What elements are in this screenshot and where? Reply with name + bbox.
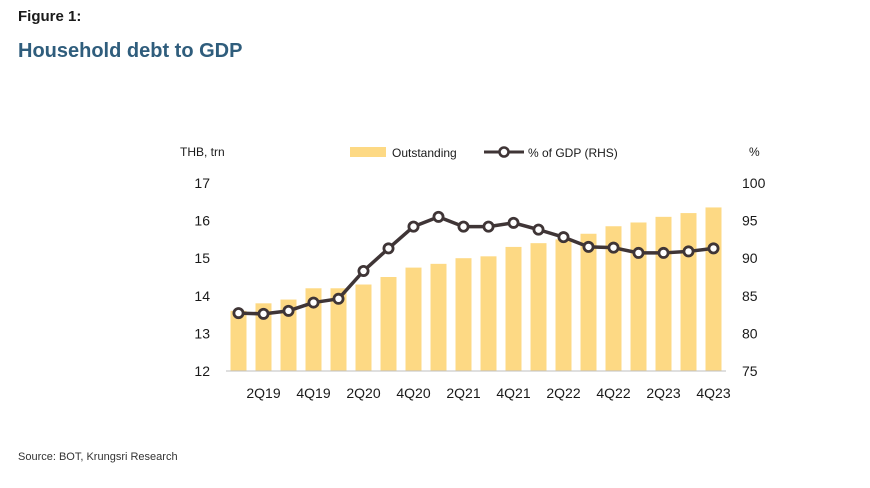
point-gdp-ratio	[632, 246, 645, 259]
right-tick-label: 100	[742, 175, 766, 191]
x-tick-label: 2Q21	[446, 385, 480, 401]
point-gdp-ratio	[332, 292, 345, 305]
line-layer	[232, 210, 720, 320]
bar-outstanding	[605, 226, 622, 371]
bar-outstanding	[330, 288, 347, 371]
point-gdp-ratio	[682, 245, 695, 258]
point-gdp-ratio	[557, 231, 570, 244]
bar-outstanding	[405, 267, 422, 371]
left-tick-label: 14	[194, 288, 210, 304]
left-axis-unit: THB, trn	[180, 145, 225, 159]
bar-outstanding	[355, 284, 372, 371]
bar-outstanding	[305, 288, 322, 371]
x-tick-label: 4Q20	[396, 385, 430, 401]
point-gdp-ratio	[482, 220, 495, 233]
point-gdp-ratio	[657, 246, 670, 259]
legend-bar-label: Outstanding	[392, 146, 457, 160]
bar-outstanding	[530, 243, 547, 371]
legend-line-marker	[498, 146, 510, 158]
left-tick-label: 17	[194, 175, 210, 191]
right-tick-label: 90	[742, 250, 758, 266]
right-axis-ticks: 75 80 85 90 95 100	[742, 175, 766, 379]
x-tick-label: 2Q22	[546, 385, 580, 401]
x-tick-label: 4Q22	[596, 385, 630, 401]
left-tick-label: 15	[194, 250, 210, 266]
point-gdp-ratio	[707, 242, 720, 255]
bar-outstanding	[680, 213, 697, 371]
bars-layer	[230, 207, 722, 371]
bar-outstanding	[505, 246, 522, 371]
bar-outstanding	[580, 233, 597, 371]
right-tick-label: 80	[742, 325, 758, 341]
left-tick-label: 13	[194, 325, 210, 341]
legend-line-label: % of GDP (RHS)	[528, 146, 618, 160]
point-gdp-ratio	[407, 220, 420, 233]
legend: Outstanding % of GDP (RHS)	[350, 146, 618, 160]
x-tick-label: 4Q23	[696, 385, 730, 401]
bar-outstanding	[705, 207, 722, 371]
point-gdp-ratio	[507, 216, 520, 229]
x-tick-label: 4Q21	[496, 385, 530, 401]
bar-outstanding	[280, 299, 297, 371]
point-gdp-ratio	[357, 264, 370, 277]
point-gdp-ratio	[232, 307, 245, 320]
right-tick-label: 85	[742, 288, 758, 304]
left-axis-ticks: 12 13 14 15 16 17	[194, 175, 210, 379]
point-gdp-ratio	[382, 242, 395, 255]
legend-bar-swatch	[350, 147, 386, 157]
point-gdp-ratio	[307, 296, 320, 309]
right-tick-label: 75	[742, 363, 758, 379]
bar-outstanding	[480, 256, 497, 371]
bar-outstanding	[630, 222, 647, 371]
right-tick-label: 95	[742, 213, 758, 229]
bar-outstanding	[230, 310, 247, 371]
bar-outstanding	[655, 216, 672, 371]
point-gdp-ratio	[457, 220, 470, 233]
source-note: Source: BOT, Krungsri Research	[18, 451, 178, 463]
bar-outstanding	[430, 263, 447, 371]
point-gdp-ratio	[532, 223, 545, 236]
bar-outstanding	[380, 277, 397, 371]
x-tick-label: 2Q20	[346, 385, 380, 401]
x-tick-label: 2Q19	[246, 385, 280, 401]
bar-outstanding	[555, 239, 572, 371]
point-gdp-ratio	[257, 307, 270, 320]
bar-outstanding	[255, 303, 272, 371]
point-gdp-ratio	[432, 210, 445, 223]
x-tick-label: 4Q19	[296, 385, 330, 401]
point-gdp-ratio	[607, 241, 620, 254]
right-axis-unit: %	[749, 145, 760, 159]
x-tick-label: 2Q23	[646, 385, 680, 401]
point-gdp-ratio	[582, 240, 595, 253]
left-tick-label: 12	[194, 363, 210, 379]
chart-title: Household debt to GDP	[18, 40, 243, 62]
x-axis-ticks: 2Q19 4Q19 2Q20 4Q20 2Q21 4Q21 2Q22 4Q22 2Q23 4Q23	[246, 385, 730, 401]
bar-outstanding	[455, 258, 472, 371]
point-gdp-ratio	[282, 304, 295, 317]
left-tick-label: 16	[194, 213, 210, 229]
figure-label: Figure 1:	[18, 8, 82, 25]
